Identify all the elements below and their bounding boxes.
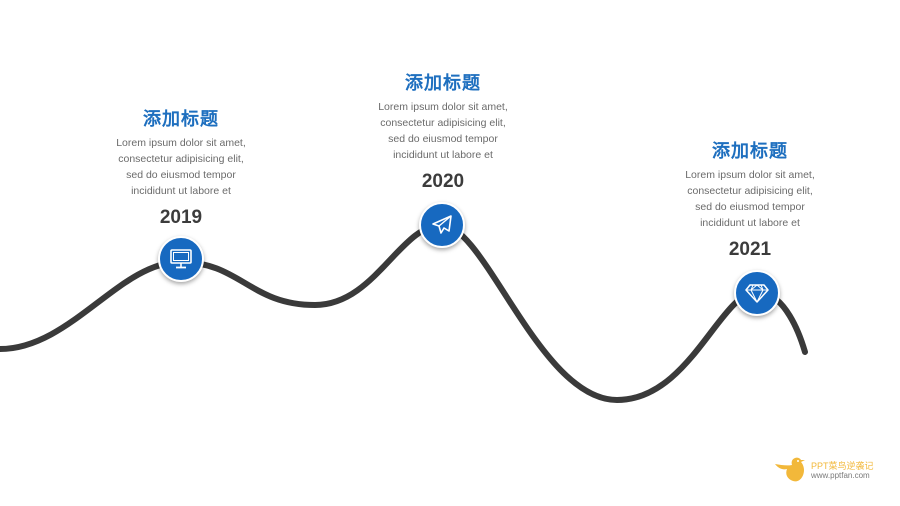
diamond-icon [744, 282, 770, 304]
milestone-year: 2020 [421, 171, 465, 192]
milestone-year: 2019 [159, 207, 203, 228]
monitor-icon [169, 248, 193, 270]
milestone-title: 添加标题 [712, 141, 788, 162]
brand-name: PPT菜鸟逆袭记 [811, 461, 874, 471]
milestone-2019: 添加标题 Lorem ipsum dolor sit amet, consect… [91, 109, 271, 229]
milestone-2020: 添加标题 Lorem ipsum dolor sit amet, consect… [353, 73, 533, 193]
brand-url: www.pptfan.com [811, 471, 870, 480]
milestone-node-2020[interactable] [419, 202, 465, 248]
milestone-2021: 添加标题 Lorem ipsum dolor sit amet, consect… [660, 141, 840, 261]
milestone-node-2021[interactable] [734, 270, 780, 316]
milestone-node-2019[interactable] [158, 236, 204, 282]
milestone-description: Lorem ipsum dolor sit amet, consectetur … [685, 169, 815, 229]
milestone-description: Lorem ipsum dolor sit amet, consectetur … [378, 101, 508, 161]
milestone-title: 添加标题 [405, 73, 481, 94]
brand-watermark: PPT菜鸟逆袭记 www.pptfan.com [773, 455, 893, 487]
milestone-title: 添加标题 [143, 109, 219, 130]
milestone-description: Lorem ipsum dolor sit amet, consectetur … [116, 137, 246, 197]
paper-plane-icon [430, 213, 454, 237]
milestone-year: 2021 [728, 239, 772, 260]
bird-logo-icon [773, 455, 807, 489]
